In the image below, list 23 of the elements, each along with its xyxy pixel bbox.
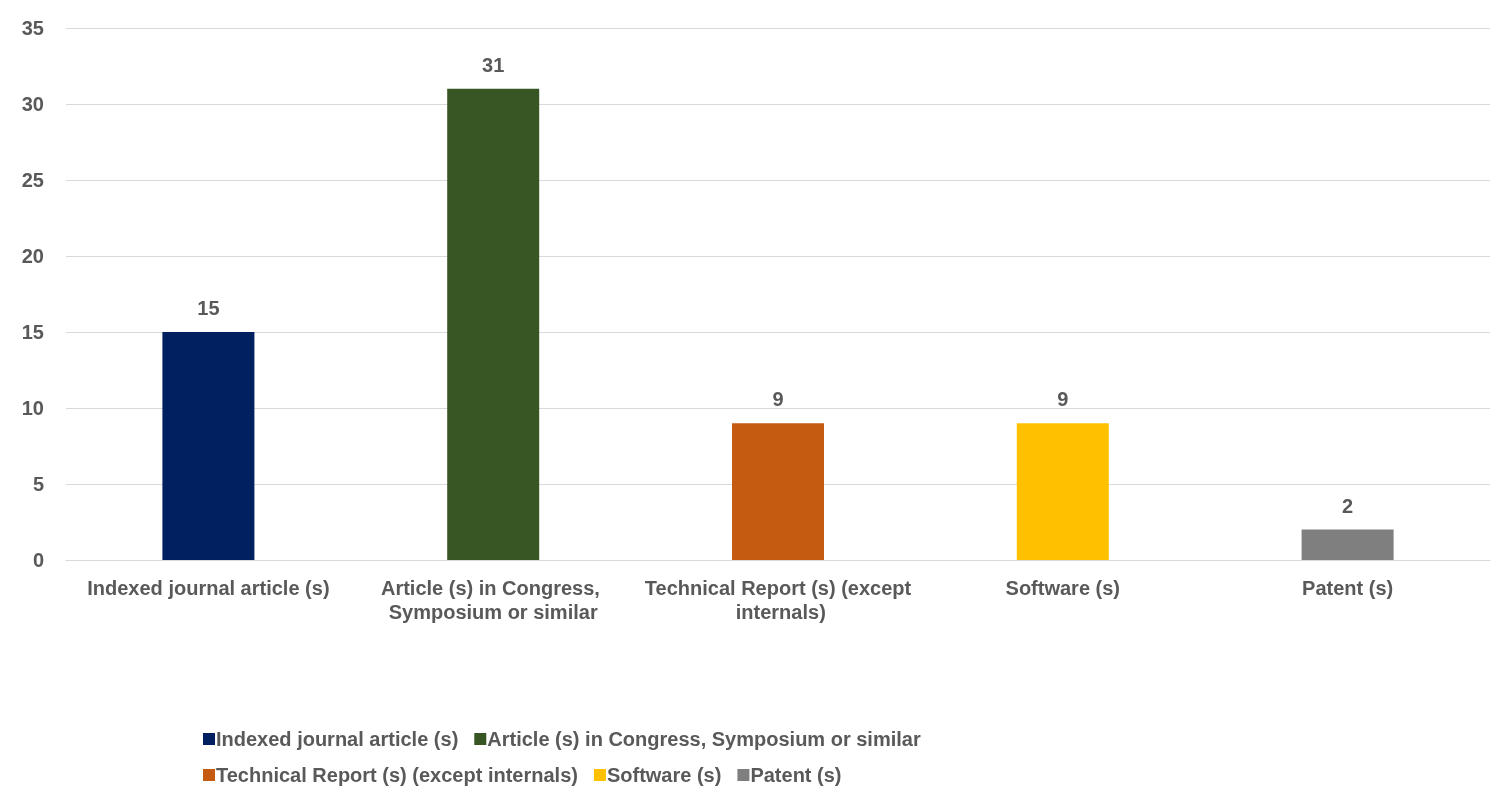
data-label: 9 xyxy=(1057,388,1069,411)
y-tick-label: 5 xyxy=(32,473,44,495)
y-tick-label: 30 xyxy=(21,93,44,115)
y-tick-label: 15 xyxy=(21,321,44,343)
x-tick-label: Indexed journal article (s) xyxy=(87,577,330,599)
legend-label: Indexed journal article (s) xyxy=(216,728,459,750)
y-tick-label: 10 xyxy=(21,397,44,419)
data-label: 2 xyxy=(1342,494,1354,517)
x-tick-label: Software (s) xyxy=(1005,577,1121,599)
data-label: 9 xyxy=(772,388,784,411)
data-label: 15 xyxy=(197,297,220,319)
y-tick-label: 35 xyxy=(21,17,44,39)
legend-label: Software (s) xyxy=(606,764,722,786)
x-tick-label: Patent (s) xyxy=(1302,577,1394,599)
legend-label: Article (s) in Congress, Symposium or similar xyxy=(487,728,921,750)
y-tick-label: 25 xyxy=(21,169,44,191)
y-tick-label: 20 xyxy=(21,245,44,267)
data-label: 31 xyxy=(482,53,505,76)
x-tick-label: Technical Report (s) (except internals) xyxy=(644,577,912,623)
y-tick-label: 0 xyxy=(32,549,44,571)
x-tick-label: Article (s) in Congress, Symposium or similar xyxy=(380,577,606,623)
legend-label: Technical Report (s) (except internals) xyxy=(216,764,578,786)
legend-label: Patent (s) xyxy=(750,764,842,786)
